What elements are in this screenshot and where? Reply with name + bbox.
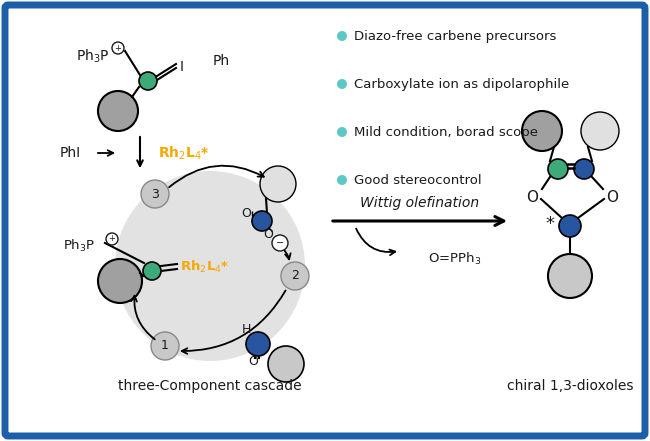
Circle shape xyxy=(337,175,347,185)
Circle shape xyxy=(559,215,581,237)
Circle shape xyxy=(522,111,562,151)
Circle shape xyxy=(548,159,568,179)
Circle shape xyxy=(98,259,142,303)
Circle shape xyxy=(260,166,296,202)
Text: H: H xyxy=(241,324,251,336)
Circle shape xyxy=(106,233,118,245)
Circle shape xyxy=(143,262,161,280)
Text: 2: 2 xyxy=(291,269,299,283)
Text: 3: 3 xyxy=(151,187,159,201)
Circle shape xyxy=(151,332,179,360)
Circle shape xyxy=(581,112,619,150)
Text: +: + xyxy=(114,44,122,52)
Circle shape xyxy=(574,159,594,179)
Text: O: O xyxy=(248,355,258,369)
Text: Rh$_2$L$_4$*: Rh$_2$L$_4$* xyxy=(158,144,210,162)
Text: O=PPh$_3$: O=PPh$_3$ xyxy=(428,251,481,267)
Circle shape xyxy=(246,332,270,356)
Text: Ph: Ph xyxy=(213,54,230,68)
Text: +: + xyxy=(109,235,116,243)
Circle shape xyxy=(141,180,169,208)
Text: chiral 1,3-dioxoles: chiral 1,3-dioxoles xyxy=(507,379,633,393)
Circle shape xyxy=(139,72,157,90)
Text: O: O xyxy=(526,190,538,205)
Circle shape xyxy=(337,31,347,41)
Text: Wittig olefination: Wittig olefination xyxy=(360,196,480,210)
Circle shape xyxy=(252,211,272,231)
Circle shape xyxy=(115,171,305,361)
Text: −: − xyxy=(276,238,284,248)
Text: Carboxylate ion as dipolarophile: Carboxylate ion as dipolarophile xyxy=(354,78,569,90)
Text: O: O xyxy=(606,190,618,205)
Circle shape xyxy=(548,254,592,298)
Circle shape xyxy=(281,262,309,290)
Circle shape xyxy=(337,127,347,137)
Text: Good stereocontrol: Good stereocontrol xyxy=(354,173,482,187)
Circle shape xyxy=(112,42,124,54)
Text: Diazo-free carbene precursors: Diazo-free carbene precursors xyxy=(354,30,556,42)
Text: Mild condition, borad scope: Mild condition, borad scope xyxy=(354,126,538,138)
Text: Ph$_3$P: Ph$_3$P xyxy=(63,238,95,254)
Circle shape xyxy=(98,91,138,131)
Text: three-Component cascade: three-Component cascade xyxy=(118,379,302,393)
Text: O: O xyxy=(263,228,273,242)
Circle shape xyxy=(272,235,288,251)
Text: 1: 1 xyxy=(161,340,169,352)
Text: PhI: PhI xyxy=(59,146,81,160)
Circle shape xyxy=(268,346,304,382)
FancyBboxPatch shape xyxy=(5,5,645,436)
Text: Rh$_2$L$_4$*: Rh$_2$L$_4$* xyxy=(180,259,229,275)
Text: O: O xyxy=(241,206,251,220)
Text: *: * xyxy=(545,215,554,233)
Text: Ph$_3$P: Ph$_3$P xyxy=(76,47,110,65)
Circle shape xyxy=(337,79,347,89)
Text: I: I xyxy=(180,60,184,74)
